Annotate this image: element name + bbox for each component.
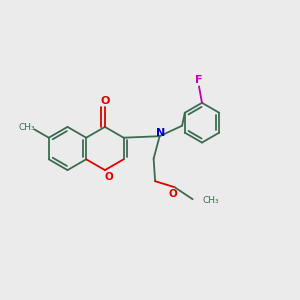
Text: F: F — [195, 75, 203, 85]
Text: CH₃: CH₃ — [19, 124, 35, 132]
Text: O: O — [169, 189, 178, 199]
Text: CH₃: CH₃ — [202, 196, 219, 205]
Text: O: O — [105, 172, 113, 182]
Text: N: N — [157, 128, 166, 138]
Text: O: O — [100, 96, 110, 106]
